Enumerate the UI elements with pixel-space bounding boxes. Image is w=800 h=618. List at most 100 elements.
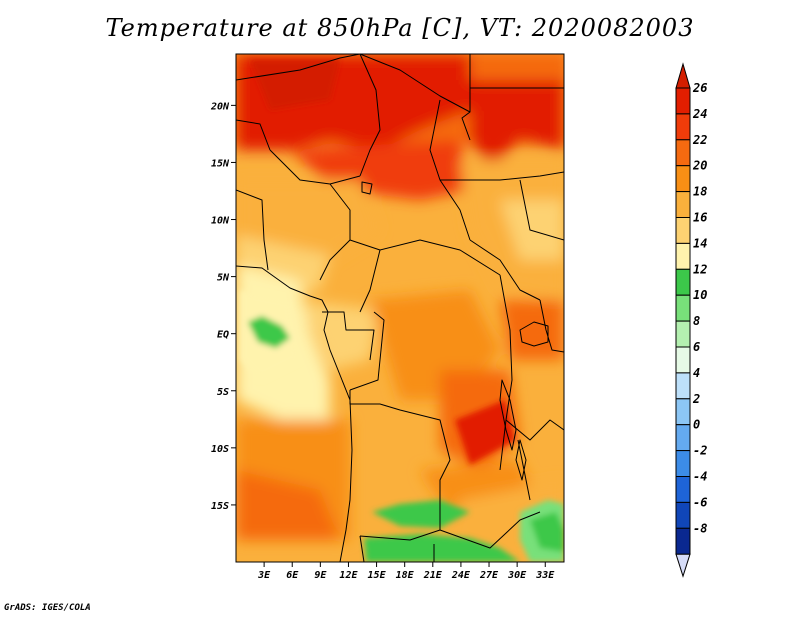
lake-malawi xyxy=(515,439,527,481)
lon-tick-label: 15E xyxy=(368,570,387,581)
colorbar-label: 10 xyxy=(693,288,707,302)
lake-tanganyika xyxy=(499,379,517,451)
border-namibia xyxy=(359,535,365,562)
lon-tick-label: 6E xyxy=(286,570,299,581)
lat-tick-label: 15S xyxy=(211,501,229,512)
colorbar-label: 26 xyxy=(692,81,707,95)
colorbar-swatch-1 xyxy=(675,113,691,141)
colorbar-swatch-0 xyxy=(675,87,691,115)
border-ethiopia xyxy=(519,179,564,241)
field-green-south xyxy=(364,534,520,562)
coastline-west-africa xyxy=(236,265,353,562)
field-green-mid xyxy=(530,512,564,552)
lon-tick-label: 18E xyxy=(396,570,415,581)
lat-tick-label: EQ xyxy=(217,330,229,341)
colorbar-bottom-arrow xyxy=(675,553,691,578)
lon-tick-label: 30E xyxy=(507,570,527,581)
longitude-axis: 3E 6E 9E 12E 15E 18E 21E 24E 27E 30E 33E xyxy=(257,562,555,581)
field-angola-coast xyxy=(236,470,340,540)
colorbar-label: 6 xyxy=(693,340,700,354)
border-ssudan-uganda xyxy=(469,239,541,301)
latitude-axis: 20N 15N 10N 5N EQ 5S 10S 15S xyxy=(210,101,236,512)
colorbar-swatch-3 xyxy=(675,165,691,193)
field-green-angola xyxy=(372,500,470,528)
grads-credit: GrADS: IGES/COLA xyxy=(4,603,91,613)
lon-tick-label: 24E xyxy=(451,570,471,581)
colorbar-swatch-13 xyxy=(675,424,691,452)
border-gabon-congo xyxy=(322,311,375,361)
lon-tick-label: 33E xyxy=(535,570,555,581)
colorbar-swatch-8 xyxy=(675,294,691,322)
colorbar-label: 14 xyxy=(693,236,707,250)
lat-tick-label: 20N xyxy=(210,101,230,112)
border-algeria-niger xyxy=(236,54,361,81)
border-uganda-kenya xyxy=(539,299,564,353)
colorbar-swatch-17 xyxy=(675,527,691,555)
colorbar-label: -6 xyxy=(693,495,707,509)
lake-chad xyxy=(361,181,373,195)
border-niger-nigeria xyxy=(269,149,361,185)
field-green-gabon xyxy=(248,316,290,348)
colorbar-swatch-11 xyxy=(675,372,691,400)
field-ethiopia-cool xyxy=(500,200,564,260)
colorbar-swatch-10 xyxy=(675,346,691,374)
colorbar-swatch-14 xyxy=(675,450,691,478)
colorbar-swatch-2 xyxy=(675,139,691,167)
border-libya-egypt xyxy=(461,54,471,141)
field-sahara-hot-2 xyxy=(250,60,340,110)
colorbar-swatch-15 xyxy=(675,476,691,503)
lon-tick-label: 21E xyxy=(423,570,443,581)
field-uganda-hot xyxy=(500,300,564,360)
colorbar-label: -8 xyxy=(693,521,707,535)
lat-tick-label: 5N xyxy=(217,273,230,284)
colorbar-label: -4 xyxy=(693,470,707,484)
border-nigeria-benin xyxy=(236,189,269,271)
colorbar-swatch-9 xyxy=(675,320,691,348)
colorbar-label: 2 xyxy=(692,392,700,406)
field-libya-core xyxy=(470,80,564,170)
colorbar-label: 24 xyxy=(692,107,707,121)
colorbar-label: 18 xyxy=(693,185,707,199)
field-gabon-cool xyxy=(300,300,380,370)
lat-tick-label: 15N xyxy=(211,158,230,169)
colorbar-swatch-5 xyxy=(675,217,691,244)
colorbar-label: 20 xyxy=(692,159,707,173)
chart-title: Temperature at 850hPa [C], VT: 202008200… xyxy=(105,14,695,42)
border-tanzania xyxy=(505,419,564,441)
colorbar-label: 16 xyxy=(693,211,707,225)
colorbar-swatch-16 xyxy=(675,501,691,529)
temperature-field xyxy=(236,54,564,562)
border-drc-east xyxy=(499,274,513,471)
border-congo-drc xyxy=(349,311,385,391)
border-car-drc xyxy=(379,239,501,276)
border-libya-chad xyxy=(359,54,471,113)
colorbar-label: 22 xyxy=(692,133,707,147)
colorbar-top-arrow xyxy=(675,62,691,89)
lon-tick-label: 9E xyxy=(314,570,327,581)
country-borders xyxy=(236,54,564,562)
lon-tick-label: 3E xyxy=(257,570,271,581)
lat-tick-label: 10N xyxy=(211,216,230,227)
colorbar-label: 4 xyxy=(693,366,700,380)
border-cameroon-car xyxy=(349,239,381,313)
colorbar-swatch-6 xyxy=(675,242,691,270)
colorbar-swatch-7 xyxy=(675,268,691,296)
colorbar-swatch-12 xyxy=(675,398,691,426)
field-nigeria-warm xyxy=(236,180,380,260)
lat-tick-label: 10S xyxy=(211,444,229,455)
colorbar-label: 12 xyxy=(693,262,707,276)
border-sudan-ssudan xyxy=(440,171,564,181)
border-mali-niger xyxy=(236,119,271,151)
colorbar-label: 8 xyxy=(693,314,700,328)
border-zambia-south xyxy=(439,511,541,549)
lon-tick-label: 27E xyxy=(479,570,499,581)
field-tanganyika-hot xyxy=(455,400,515,465)
border-niger-chad xyxy=(359,54,381,177)
lon-tick-label: 12E xyxy=(339,570,358,581)
lake-victoria xyxy=(519,321,549,347)
colorbar-swatch-4 xyxy=(675,191,691,219)
lat-tick-label: 5S xyxy=(217,387,229,398)
map-frame xyxy=(235,53,565,563)
